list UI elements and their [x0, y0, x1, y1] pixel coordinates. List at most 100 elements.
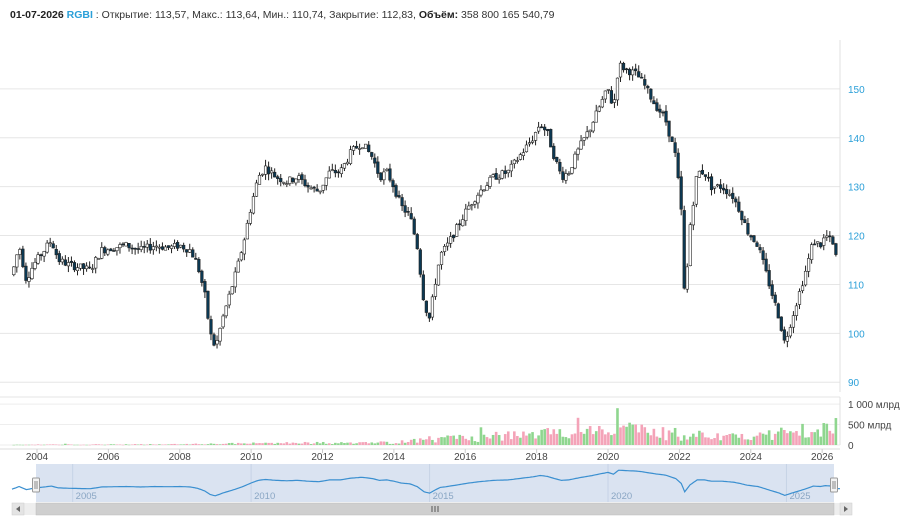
- volume-bar[interactable]: [822, 423, 826, 445]
- volume-bar[interactable]: [491, 434, 495, 445]
- volume-bar[interactable]: [786, 433, 789, 445]
- candle-body[interactable]: [634, 68, 638, 72]
- candle-body[interactable]: [306, 185, 310, 188]
- candle-body[interactable]: [743, 219, 747, 223]
- candle-body[interactable]: [339, 167, 344, 174]
- volume-bar[interactable]: [710, 439, 713, 445]
- candle-body[interactable]: [564, 173, 568, 181]
- volume-bar[interactable]: [164, 444, 167, 445]
- candle-body[interactable]: [294, 178, 298, 184]
- candle-body[interactable]: [75, 267, 80, 271]
- candle-body[interactable]: [312, 186, 316, 189]
- volume-bar[interactable]: [516, 436, 519, 445]
- volume-bar[interactable]: [385, 441, 389, 445]
- volume-bar[interactable]: [564, 437, 568, 445]
- volume-bar[interactable]: [182, 444, 185, 445]
- candle-body[interactable]: [628, 68, 632, 76]
- volume-bar[interactable]: [57, 444, 61, 446]
- volume-bar[interactable]: [82, 444, 85, 446]
- candle-body[interactable]: [276, 176, 280, 179]
- volume-bar[interactable]: [261, 443, 264, 445]
- candle-body[interactable]: [303, 179, 307, 186]
- candle-body[interactable]: [582, 137, 586, 141]
- volume-bar[interactable]: [497, 435, 501, 445]
- candle-body[interactable]: [48, 242, 52, 244]
- volume-bar[interactable]: [500, 440, 504, 445]
- volume-bar[interactable]: [130, 444, 134, 446]
- volume-bar[interactable]: [522, 431, 525, 445]
- volume-bar[interactable]: [373, 443, 377, 445]
- candle-body[interactable]: [160, 246, 165, 250]
- volume-bar[interactable]: [376, 442, 380, 445]
- candle-body[interactable]: [776, 303, 780, 319]
- volume-bar[interactable]: [61, 444, 64, 446]
- volume-bar[interactable]: [355, 443, 358, 445]
- volume-bar[interactable]: [470, 436, 474, 445]
- candle-body[interactable]: [221, 315, 225, 328]
- candle-body[interactable]: [400, 197, 404, 207]
- candle-body[interactable]: [358, 148, 362, 150]
- volume-bar[interactable]: [185, 443, 189, 445]
- candle-body[interactable]: [518, 154, 522, 160]
- volume-bar[interactable]: [558, 429, 562, 445]
- candle-body[interactable]: [515, 160, 519, 162]
- candle-body[interactable]: [485, 185, 489, 191]
- volume-bar[interactable]: [400, 440, 404, 445]
- candle-body[interactable]: [646, 85, 650, 89]
- volume-bar[interactable]: [409, 439, 413, 445]
- volume-bar[interactable]: [209, 443, 213, 445]
- candle-body[interactable]: [285, 183, 289, 185]
- volume-bar[interactable]: [270, 442, 273, 445]
- volume-bar[interactable]: [218, 444, 222, 445]
- volume-bar[interactable]: [631, 424, 634, 445]
- volume-bar[interactable]: [540, 429, 543, 445]
- volume-bar[interactable]: [167, 444, 170, 445]
- volume-bar[interactable]: [67, 444, 70, 445]
- candle-body[interactable]: [537, 126, 541, 132]
- candle-body[interactable]: [51, 243, 55, 249]
- candle-body[interactable]: [834, 243, 838, 255]
- volume-bar[interactable]: [482, 434, 486, 445]
- volume-bar[interactable]: [133, 444, 137, 445]
- volume-bar[interactable]: [503, 434, 507, 445]
- volume-bar[interactable]: [816, 429, 819, 445]
- volume-bar[interactable]: [804, 437, 807, 445]
- volume-bar[interactable]: [798, 435, 801, 445]
- volume-bar[interactable]: [549, 434, 553, 445]
- candle-body[interactable]: [667, 120, 671, 137]
- candle-body[interactable]: [482, 189, 486, 192]
- volume-bar[interactable]: [807, 437, 810, 445]
- candle-body[interactable]: [470, 204, 474, 207]
- volume-bar[interactable]: [582, 433, 586, 445]
- volume-bar[interactable]: [758, 432, 762, 445]
- candle-body[interactable]: [30, 267, 34, 279]
- candle-body[interactable]: [664, 110, 668, 123]
- volume-bar[interactable]: [291, 442, 295, 445]
- candle-body[interactable]: [740, 211, 744, 221]
- volume-bar[interactable]: [255, 443, 258, 445]
- volume-bar[interactable]: [85, 444, 88, 446]
- volume-bar[interactable]: [588, 426, 592, 445]
- volume-bar[interactable]: [528, 433, 531, 445]
- candle-body[interactable]: [752, 235, 756, 242]
- candle-body[interactable]: [725, 189, 729, 195]
- candle-body[interactable]: [142, 246, 146, 248]
- volume-bar[interactable]: [39, 444, 43, 446]
- candle-body[interactable]: [63, 259, 67, 266]
- candle-body[interactable]: [697, 170, 701, 178]
- candle-body[interactable]: [530, 140, 535, 143]
- candle-body[interactable]: [719, 184, 723, 189]
- candle-body[interactable]: [88, 266, 92, 269]
- volume-bar[interactable]: [479, 427, 483, 445]
- volume-bar[interactable]: [716, 433, 719, 445]
- volume-bar[interactable]: [652, 428, 656, 445]
- volume-bar[interactable]: [610, 435, 613, 445]
- candle-body[interactable]: [239, 252, 243, 261]
- candle-body[interactable]: [588, 129, 592, 133]
- volume-bar[interactable]: [455, 438, 458, 445]
- candle-body[interactable]: [91, 268, 95, 270]
- candle-body[interactable]: [524, 144, 529, 153]
- volume-bar[interactable]: [749, 440, 753, 445]
- volume-bar[interactable]: [676, 436, 680, 445]
